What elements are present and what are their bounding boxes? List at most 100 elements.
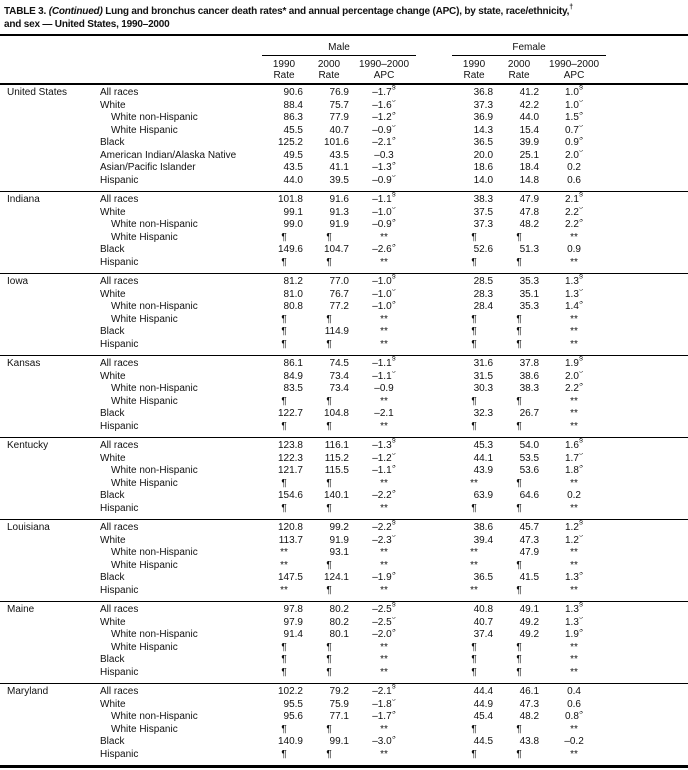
spacer-cell	[416, 629, 452, 642]
race-ethnicity-label: White	[100, 698, 126, 710]
table-row: Hispanic ** ¶ ** ** ¶ **	[0, 585, 688, 602]
female-apc-cell: **	[570, 256, 578, 268]
female-2000-rate-cell: ¶	[516, 313, 522, 325]
male-apc-cell: –1.2§	[352, 453, 416, 466]
section-sign-footnote-marker: §	[579, 150, 583, 154]
female-apc-cell: **	[570, 748, 578, 760]
table-row: White non-Hispanic ** 93.1 ** ** 47.9 **	[0, 547, 688, 560]
spacer-cell	[606, 654, 688, 667]
female-apc-cell: **	[570, 477, 578, 489]
male-2000-rate-cell: ¶	[326, 723, 332, 735]
section-sign-footnote-marker: §	[392, 490, 396, 494]
male-2000-rate-cell: ¶	[326, 559, 332, 571]
female-1990-rate-cell: ¶	[471, 256, 477, 268]
table-row: White Hispanic ¶ ¶ ** ¶ ¶ **	[0, 642, 688, 655]
race-ethnicity-label: White	[100, 534, 126, 546]
state-label: United States	[7, 87, 68, 98]
male-2000-rate-cell: 77.0	[329, 276, 349, 287]
female-1990-rate-cell: 14.3	[473, 124, 494, 136]
female-apc-cell: **	[570, 231, 578, 243]
section-sign-footnote-marker: §	[392, 137, 396, 141]
female-2000-rate-cell: ¶	[516, 420, 522, 432]
spacer-cell	[606, 383, 688, 396]
female-apc-cell: **	[570, 326, 578, 337]
female-2000-rate-cell: 47.9	[519, 194, 540, 205]
female-2000-rate-cell: 35.3	[519, 301, 540, 312]
male-apc-cell: **	[380, 666, 388, 678]
spacer-cell	[606, 371, 688, 384]
table-row: Hispanic ¶ ¶ ** ¶ ¶ **	[0, 667, 688, 684]
spacer-cell	[0, 56, 100, 85]
male-apc-cell: –2.1	[374, 408, 394, 419]
female-1990-rate-cell: **	[470, 547, 478, 558]
female-1990-rate-cell: 39.4	[473, 534, 494, 546]
table-row: Black 122.7 104.8 –2.1 32.3 26.7 **	[0, 408, 688, 421]
female-2000-rate-cell: 46.1	[519, 686, 540, 697]
spacer-cell	[606, 137, 688, 150]
spacer-cell	[606, 629, 688, 642]
rate-label: Rate	[508, 70, 530, 81]
male-2000-rate-cell: ¶	[326, 395, 332, 407]
state-section-united-states: United States All races 90.6 76.9 –1.7§ 36.8 4…	[0, 84, 688, 192]
male-2000-rate-cell: 140.1	[323, 490, 349, 501]
spacer-cell	[416, 654, 452, 667]
female-2000-rate-cell: 49.1	[519, 604, 540, 615]
male-1990-rate-cell: 81.0	[283, 288, 303, 300]
rate-label: Rate	[273, 70, 295, 81]
section-sign-footnote-marker: §	[579, 207, 583, 211]
table-row: White non-Hispanic 91.4 80.1–2.0§ 37.4 49.21…	[0, 629, 688, 642]
table-row: White 97.9 80.2–2.5§ 40.7 49.21.3§	[0, 617, 688, 630]
spacer-cell	[416, 84, 452, 100]
male-apc-cell: –0.9§	[352, 219, 416, 232]
male-2000-rate-cell: ¶	[326, 654, 332, 665]
table-row: Hispanic 44.0 39.5–0.9§ 14.0 14.8 0.6	[0, 175, 688, 192]
male-1990-rate-cell: 88.4	[283, 99, 303, 111]
female-2000-rate-cell: 49.2	[519, 616, 540, 628]
male-apc-cell: **	[380, 641, 388, 653]
male-1990-rate-cell: 90.6	[283, 87, 303, 98]
rate-label: Rate	[463, 70, 485, 81]
female-apc-cell: 1.9§	[542, 629, 606, 642]
section-sign-footnote-marker: §	[579, 535, 583, 539]
male-2000-rate-cell: 43.5	[329, 149, 349, 161]
female-apc-cell: 1.3§	[542, 289, 606, 302]
state-label: Louisiana	[7, 522, 50, 533]
male-2000-rate-cell: 116.1	[324, 440, 349, 451]
female-2000-rate-cell: 35.3	[519, 276, 540, 287]
female-1990-rate-cell: 38.6	[473, 522, 494, 533]
spacer-cell	[416, 699, 452, 712]
table-row: Kentucky All races 123.8 116.1 –1.3§ 45.3 54.0…	[0, 438, 688, 453]
female-1990-rate-cell: ¶	[471, 420, 477, 432]
race-ethnicity-label: White non-Hispanic	[111, 112, 198, 123]
male-1990-rate-cell: 122.3	[277, 452, 303, 464]
section-sign-footnote-marker: §	[578, 519, 584, 526]
female-apc-cell: 1.3§	[542, 274, 606, 289]
spacer-cell	[606, 112, 688, 125]
year-range-label: 1990–2000	[358, 59, 410, 70]
male-apc-cell: –0.9§	[352, 125, 416, 138]
table-row: White 122.3 115.2–1.2§ 44.1 53.51.7§	[0, 453, 688, 466]
male-apc-cell: –2.5§	[352, 602, 416, 617]
male-2000-rate-cell: 104.7	[323, 244, 349, 255]
spacer-cell	[606, 192, 688, 207]
spacer-cell	[606, 232, 688, 245]
section-sign-footnote-marker: §	[392, 465, 396, 469]
female-apc-cell: **	[570, 547, 578, 558]
spacer-cell	[416, 535, 452, 548]
female-apc-cell: 0.9§	[542, 137, 606, 150]
female-apc-cell: 1.6§	[542, 438, 606, 453]
male-apc-cell: –2.1§	[352, 137, 416, 150]
male-1990-rate-cell: 49.5	[283, 149, 303, 161]
female-2000-rate-cell: 44.0	[519, 112, 540, 123]
male-1990-rate-cell: 44.0	[283, 174, 303, 186]
male-apc-cell: –1.1§	[352, 465, 416, 478]
male-2000-rate-cell: ¶	[326, 231, 332, 243]
spacer-cell	[416, 684, 452, 699]
spacer-cell	[606, 36, 688, 56]
male-2000-rate-cell: 115.5	[324, 465, 349, 476]
sex-group-header-row: Male Female	[0, 36, 688, 56]
male-apc-cell: **	[380, 477, 388, 489]
spacer-cell	[606, 560, 688, 573]
table-row: Hispanic ¶ ¶ ** ¶ ¶ **	[0, 421, 688, 438]
spacer-cell	[606, 257, 688, 274]
